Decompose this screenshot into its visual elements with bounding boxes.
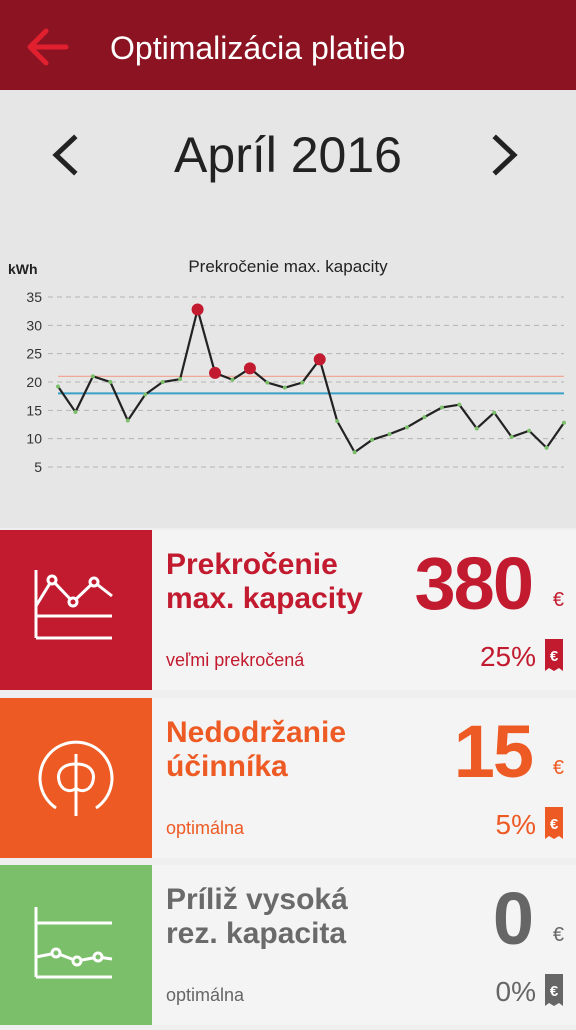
data-point: [544, 445, 549, 450]
svg-text:€: €: [550, 648, 559, 665]
card-percent: 25%: [479, 641, 536, 672]
y-tick-label: 10: [26, 431, 42, 447]
currency-symbol: €: [552, 924, 564, 946]
euro-bill-icon: €: [545, 807, 563, 839]
data-point: [143, 392, 148, 397]
data-point: [370, 437, 375, 442]
data-point: [73, 410, 78, 415]
svg-text:€: €: [550, 983, 559, 1000]
y-tick-label: 5: [34, 459, 42, 475]
data-point: [282, 385, 287, 390]
card-icon-box: [0, 698, 152, 858]
arrow-left-icon[interactable]: [22, 22, 72, 72]
capacity-chart: Prekročenie max. kapacity kWh 35 30 25 20 15…: [8, 257, 566, 475]
data-point: [404, 425, 409, 430]
card-power-factor[interactable]: Nedodržanie účinníka optimálna 15 € 5% €: [0, 698, 576, 858]
data-point: [492, 410, 497, 415]
card-amount: 0: [492, 877, 534, 960]
y-tick-label: 30: [26, 317, 42, 333]
card-capacity-overrun[interactable]: Prekročenie max. kapacity veľmi prekroče…: [0, 530, 576, 690]
y-tick-label: 20: [26, 374, 42, 390]
data-point: [125, 418, 130, 423]
data-point: [527, 428, 532, 433]
card-title: Prekročenie max. kapacity: [166, 548, 363, 615]
y-tick-label: 35: [26, 289, 42, 305]
card-status: optimálna: [166, 818, 245, 838]
currency-symbol: €: [552, 589, 564, 611]
data-point: [335, 419, 340, 424]
y-tick-label: 25: [26, 346, 42, 362]
highlighted-point: [209, 366, 222, 379]
svg-text:€: €: [550, 816, 559, 833]
data-point: [56, 384, 60, 389]
data-point: [509, 434, 514, 439]
data-point: [387, 432, 392, 437]
y-tick-label: 15: [26, 402, 42, 418]
data-point: [562, 420, 566, 425]
flat-chart-icon: [34, 907, 113, 979]
data-point: [474, 426, 479, 431]
card-status: veľmi prekročená: [166, 650, 305, 670]
data-point: [300, 380, 305, 385]
data-point: [108, 380, 113, 384]
chart-title: Prekročenie max. kapacity: [188, 257, 388, 276]
highlighted-point: [191, 303, 204, 316]
data-point: [457, 402, 462, 407]
line-chart-icon: [34, 570, 113, 640]
chevron-right-icon[interactable]: [488, 130, 522, 180]
app-header: Optimalizácia platieb: [0, 0, 576, 90]
data-point: [178, 377, 183, 382]
data-point: [422, 415, 427, 420]
euro-bill-icon: €: [545, 639, 563, 671]
card-icon-box: [0, 530, 152, 690]
card-percent: 0%: [495, 976, 536, 1007]
page-title: Optimalizácia platieb: [110, 30, 406, 66]
data-point: [90, 374, 95, 379]
highlighted-point: [313, 353, 326, 366]
card-percent: 5%: [495, 809, 536, 840]
data-point: [160, 380, 165, 384]
euro-bill-icon: €: [545, 974, 563, 1006]
card-title: Príliž vysoká rez. kapacita: [166, 883, 348, 950]
card-status: optimálna: [166, 985, 245, 1005]
chevron-left-icon[interactable]: [48, 130, 82, 180]
series-line: [57, 308, 565, 454]
card-amount: 380: [414, 542, 534, 625]
data-point: [265, 380, 270, 385]
data-point: [230, 377, 235, 382]
phi-icon: [38, 740, 114, 816]
currency-symbol: €: [552, 757, 564, 779]
card-amount: 15: [453, 710, 534, 793]
y-axis-label: kWh: [8, 261, 38, 277]
data-point: [352, 450, 357, 455]
card-icon-box: [0, 865, 152, 1025]
highlighted-point: [243, 362, 256, 375]
month-selector: [0, 90, 576, 528]
card-title: Nedodržanie účinníka: [166, 716, 347, 783]
card-reserved-capacity[interactable]: Príliž vysoká rez. kapacita optimálna 0 …: [0, 865, 576, 1025]
month-label: Apríl 2016: [174, 127, 402, 183]
data-point: [439, 405, 444, 410]
